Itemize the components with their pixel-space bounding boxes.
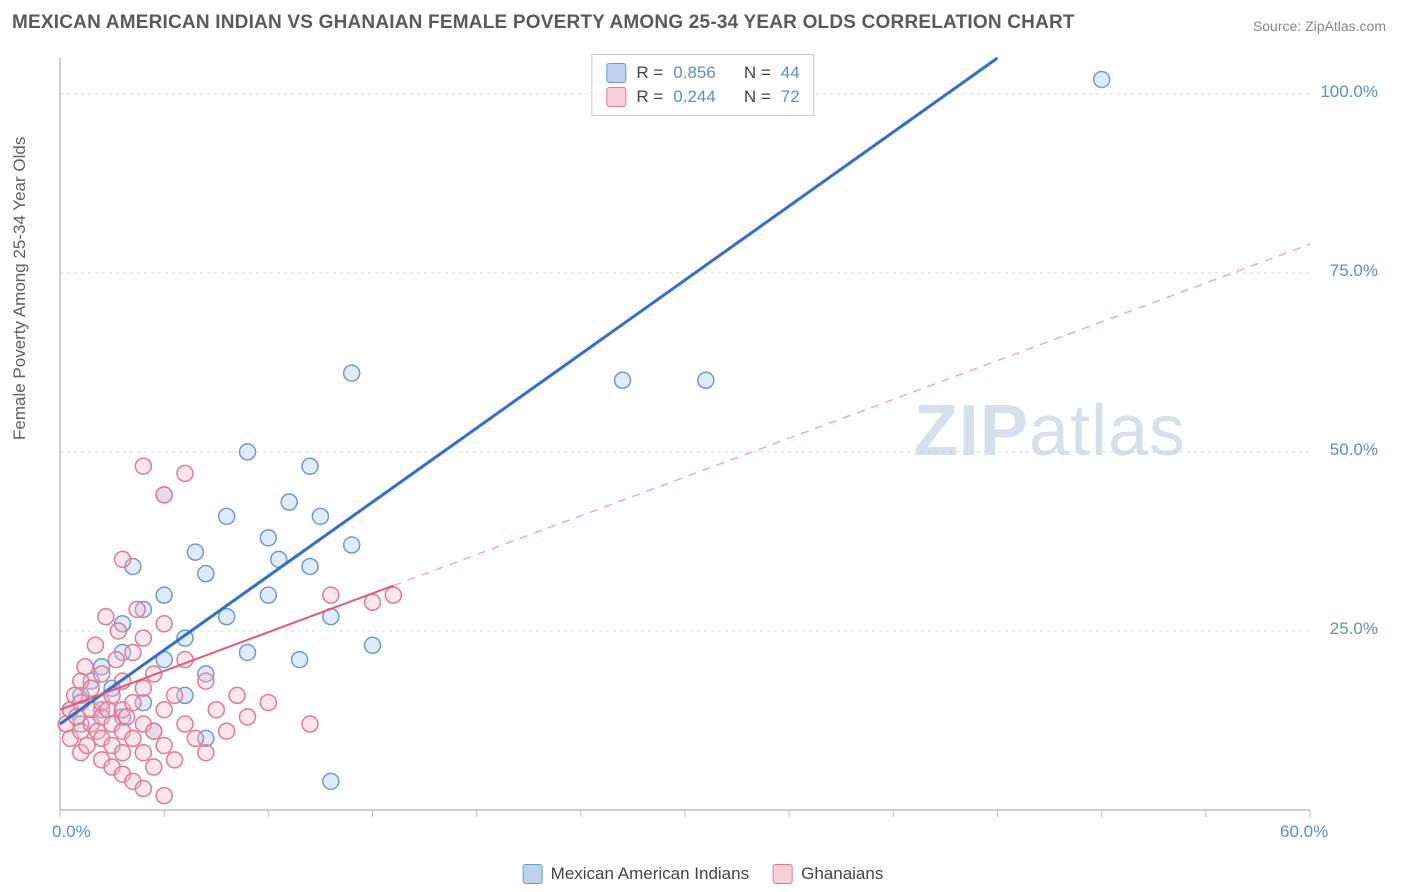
data-point <box>77 659 93 675</box>
source-attribution: Source: ZipAtlas.com <box>1253 18 1386 34</box>
data-point <box>167 687 183 703</box>
y-axis-label: Female Poverty Among 25-34 Year Olds <box>10 137 30 440</box>
data-point <box>125 644 141 660</box>
data-point <box>302 716 318 732</box>
data-point <box>208 702 224 718</box>
trend-line-dashed <box>393 244 1310 585</box>
data-point <box>292 652 308 668</box>
data-point <box>146 723 162 739</box>
data-point <box>219 723 235 739</box>
chart-title: MEXICAN AMERICAN INDIAN VS GHANAIAN FEMA… <box>12 12 1075 34</box>
data-point <box>129 601 145 617</box>
data-point <box>135 781 151 797</box>
data-point <box>198 566 214 582</box>
data-point <box>302 458 318 474</box>
data-point <box>698 372 714 388</box>
legend-swatch <box>606 87 626 107</box>
y-tick-label: 75.0% <box>1330 261 1378 281</box>
legend-bottom: Mexican American Indians Ghanaians <box>523 864 884 884</box>
data-point <box>100 702 116 718</box>
data-point <box>229 687 245 703</box>
chart-svg <box>50 50 1390 840</box>
data-point <box>115 745 131 761</box>
n-label: N = <box>744 87 771 107</box>
r-label: R = <box>636 87 663 107</box>
stats-row: R = 0.856 N = 44 <box>606 61 799 85</box>
data-point <box>135 458 151 474</box>
data-point <box>135 630 151 646</box>
data-point <box>281 494 297 510</box>
data-point <box>365 637 381 653</box>
data-point <box>156 616 172 632</box>
x-tick-label: 60.0% <box>1280 822 1328 842</box>
n-value: 72 <box>781 87 800 107</box>
stats-row: R = 0.244 N = 72 <box>606 85 799 109</box>
data-point <box>615 372 631 388</box>
data-point <box>79 738 95 754</box>
data-point <box>323 773 339 789</box>
n-value: 44 <box>781 63 800 83</box>
data-point <box>198 745 214 761</box>
n-label: N = <box>744 63 771 83</box>
data-point <box>87 637 103 653</box>
legend-swatch <box>606 63 626 83</box>
data-point <box>177 716 193 732</box>
data-point <box>187 730 203 746</box>
source-label: Source: <box>1253 18 1301 34</box>
data-point <box>98 609 114 625</box>
data-point <box>198 673 214 689</box>
r-label: R = <box>636 63 663 83</box>
data-point <box>156 702 172 718</box>
data-point <box>219 508 235 524</box>
data-point <box>323 587 339 603</box>
data-point <box>385 587 401 603</box>
data-point <box>167 752 183 768</box>
legend-label: Mexican American Indians <box>551 864 749 884</box>
data-point <box>135 680 151 696</box>
r-value: 0.856 <box>673 63 716 83</box>
data-point <box>108 652 124 668</box>
data-point <box>1094 71 1110 87</box>
legend-label: Ghanaians <box>801 864 883 884</box>
data-point <box>125 730 141 746</box>
data-point <box>260 695 276 711</box>
data-point <box>83 680 99 696</box>
data-point <box>177 465 193 481</box>
legend-swatch <box>523 864 543 884</box>
data-point <box>110 623 126 639</box>
data-point <box>146 759 162 775</box>
data-point <box>344 537 360 553</box>
y-tick-label: 50.0% <box>1330 440 1378 460</box>
y-tick-label: 100.0% <box>1320 82 1378 102</box>
trend-line-solid <box>60 58 998 724</box>
data-point <box>240 644 256 660</box>
data-point <box>156 788 172 804</box>
data-point <box>125 695 141 711</box>
data-point <box>240 444 256 460</box>
x-tick-label: 0.0% <box>52 822 91 842</box>
data-point <box>302 558 318 574</box>
r-value: 0.244 <box>673 87 716 107</box>
data-point <box>156 738 172 754</box>
data-point <box>156 587 172 603</box>
legend-swatch <box>773 864 793 884</box>
data-point <box>260 587 276 603</box>
data-point <box>260 530 276 546</box>
legend-item: Mexican American Indians <box>523 864 749 884</box>
data-point <box>312 508 328 524</box>
data-point <box>115 551 131 567</box>
y-tick-label: 25.0% <box>1330 619 1378 639</box>
data-point <box>344 365 360 381</box>
data-point <box>365 594 381 610</box>
data-point <box>94 666 110 682</box>
data-point <box>187 544 203 560</box>
data-point <box>156 487 172 503</box>
stats-legend-box: R = 0.856 N = 44 R = 0.244 N = 72 <box>591 54 814 116</box>
plot-area <box>50 50 1390 840</box>
legend-item: Ghanaians <box>773 864 883 884</box>
source-value: ZipAtlas.com <box>1305 18 1386 34</box>
data-point <box>240 709 256 725</box>
data-point <box>135 745 151 761</box>
